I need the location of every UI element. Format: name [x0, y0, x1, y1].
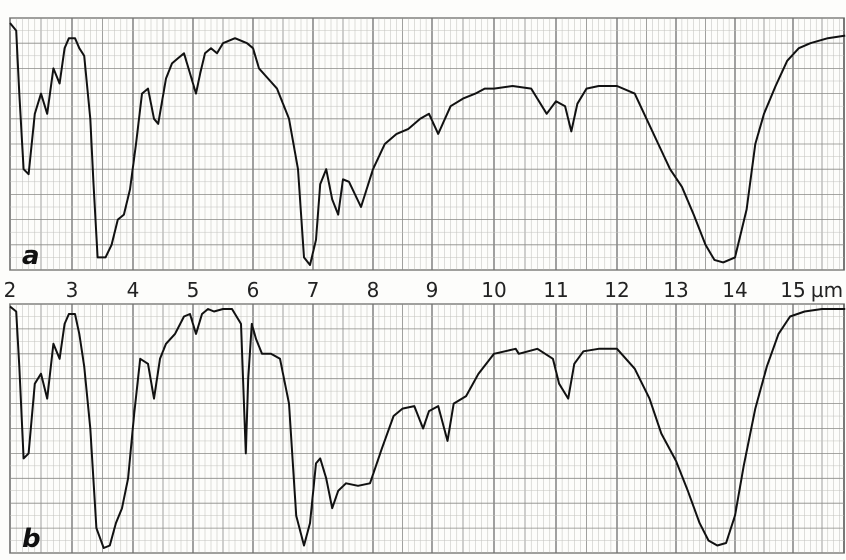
x-axis-unit: µm — [811, 278, 843, 302]
x-tick-label: 9 — [426, 278, 439, 302]
panel-label-b: b — [22, 524, 41, 554]
x-tick-label: 13 — [663, 278, 688, 302]
panel-label-a: a — [22, 241, 40, 271]
x-tick-label: 15 — [780, 278, 805, 302]
x-tick-label: 6 — [247, 278, 260, 302]
x-tick-label: 11 — [543, 278, 568, 302]
spectrum-line-b — [9, 305, 846, 549]
x-tick-label: 14 — [722, 278, 747, 302]
x-tick-label: 4 — [127, 278, 140, 302]
x-tick-label: 5 — [187, 278, 200, 302]
x-tick-label: 8 — [367, 278, 380, 302]
spectrum-line-a — [9, 22, 846, 266]
x-tick-label: 12 — [604, 278, 629, 302]
x-tick-label: 2 — [4, 278, 17, 302]
x-tick-label: 10 — [481, 278, 506, 302]
x-tick-label: 3 — [66, 278, 79, 302]
x-tick-label: 7 — [307, 278, 320, 302]
